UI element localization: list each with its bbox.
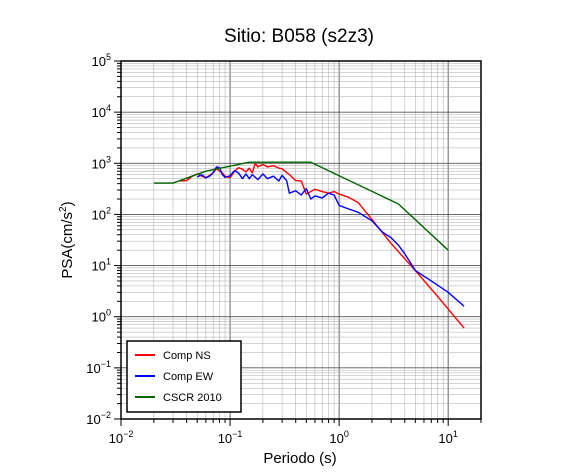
y-tick-label: 100 <box>92 308 111 325</box>
y-tick-label: 103 <box>92 154 111 171</box>
series-line-3 <box>153 161 449 251</box>
x-tick-label: 10−2 <box>109 429 134 446</box>
y-axis-label-end: ) <box>59 201 76 206</box>
x-tick-label: 10−1 <box>218 429 243 446</box>
plot-frame <box>120 60 482 420</box>
x-tick-label: 100 <box>329 429 348 446</box>
y-axis-label: PSA(cm/s2) <box>58 201 76 278</box>
y-tick-label: 102 <box>92 205 111 222</box>
y-axis-label-main: PSA(cm/s <box>59 212 76 279</box>
y-tick-label: 105 <box>92 52 111 69</box>
y-tick-label: 10−2 <box>86 410 111 427</box>
y-tick-label: 104 <box>92 103 111 120</box>
x-axis-label: Periodo (s) <box>263 450 336 467</box>
y-tick-label: 10−1 <box>86 359 111 376</box>
y-axis: 10−2 10−1 100 101 102 103 104 105 <box>86 52 121 427</box>
chart-title: Sitio: B058 (s2z3) <box>224 26 374 47</box>
legend-label: Comp EW <box>163 371 214 383</box>
series-layer <box>153 161 465 329</box>
x-tick-label: 101 <box>438 429 457 446</box>
grid <box>120 60 482 420</box>
series-line-2 <box>196 166 465 307</box>
legend: Comp NS Comp EW CSCR 2010 <box>126 340 242 413</box>
y-tick-label: 101 <box>92 257 111 274</box>
legend-label: Comp NS <box>163 350 211 362</box>
y-axis-label-sup: 2 <box>58 206 69 212</box>
x-axis: 10−2 10−1 100 101 <box>109 419 482 446</box>
legend-label: CSCR 2010 <box>163 392 222 404</box>
